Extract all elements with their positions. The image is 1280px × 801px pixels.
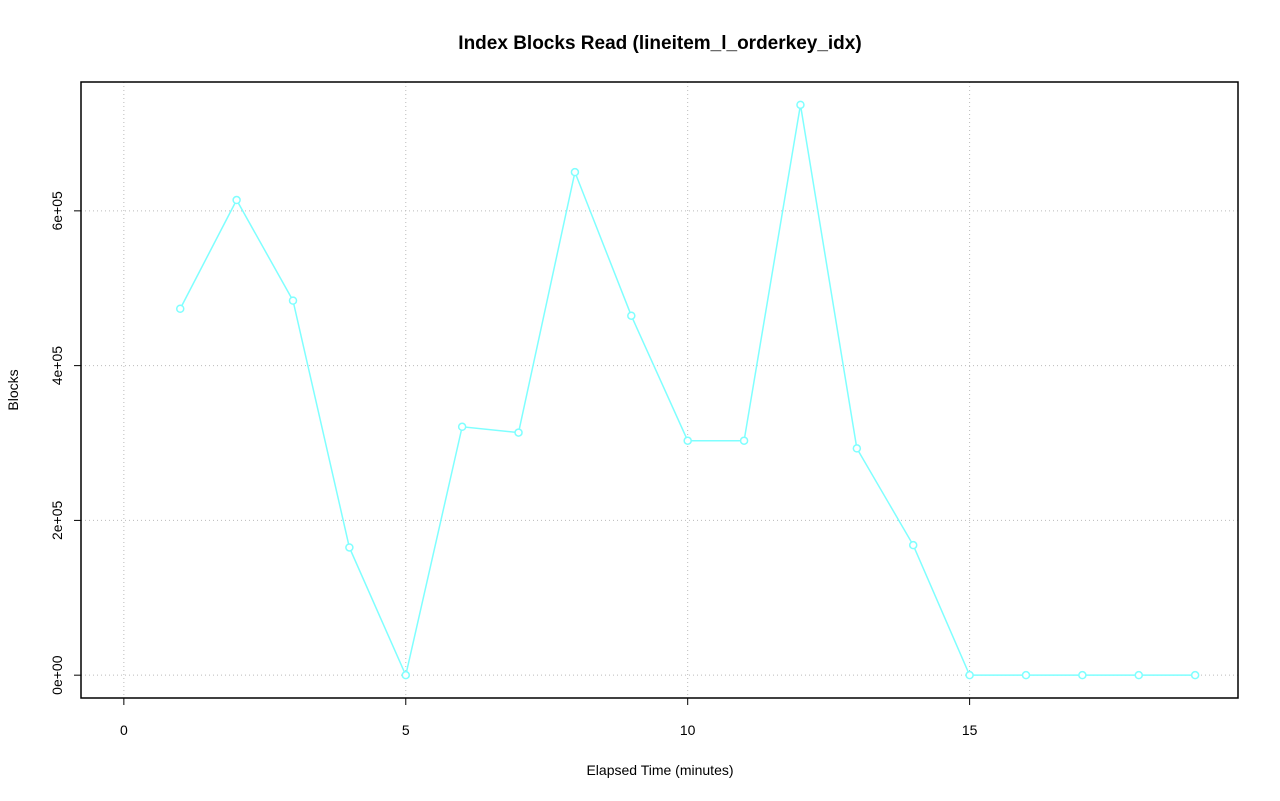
data-point [175,304,185,313]
x-tick-label: 0 [120,722,128,738]
data-point [345,543,354,552]
data-point [1134,670,1144,680]
data-point [683,436,692,445]
data-point [1021,670,1031,680]
y-tick-label: 4e+05 [49,346,65,386]
x-tick-label: 15 [962,722,978,738]
y-tick-label: 0e+00 [49,655,65,695]
data-point [232,195,241,205]
data-point [288,296,298,305]
data-point [739,436,749,445]
data-point [457,422,467,432]
x-axis-label: Elapsed Time (minutes) [586,762,733,778]
data-point [796,100,805,110]
data-point [852,444,862,453]
data-point [401,670,411,680]
y-tick-label: 6e+05 [49,191,65,231]
data-point [1190,670,1200,680]
y-tick-label: 2e+05 [49,501,65,541]
data-point [965,670,974,680]
data-point [514,428,523,437]
y-axis-label: Blocks [5,369,21,410]
plot-frame [80,81,1239,699]
chart-title: Index Blocks Read (lineitem_l_orderkey_i… [458,33,861,54]
data-point [570,167,580,177]
data-point [908,540,918,550]
x-tick-label: 10 [680,722,696,738]
x-tick-label: 5 [402,722,410,738]
data-point [1078,670,1087,680]
data-point [627,311,636,320]
